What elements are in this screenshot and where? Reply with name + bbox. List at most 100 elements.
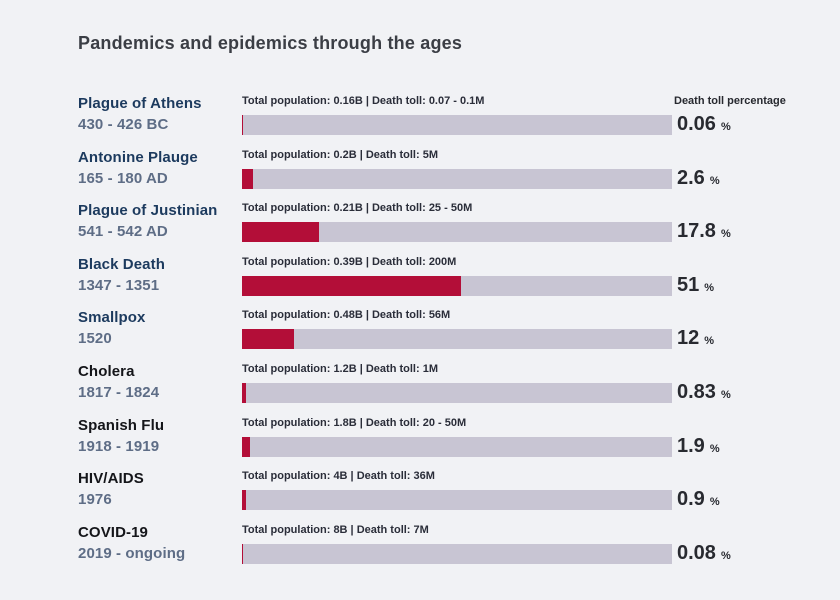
percent-sign: % — [709, 174, 720, 187]
pandemic-name-block: Smallpox 1520 — [78, 308, 242, 350]
pandemic-period: 1976 — [78, 491, 112, 509]
pandemic-name: Plague of Athens — [78, 95, 202, 112]
pandemic-period: 1520 — [78, 330, 112, 348]
bar-column: Total population: 0.21B | Death toll: 25… — [242, 201, 672, 243]
bar-column: Total population: 0.2B | Death toll: 5M — [242, 148, 672, 190]
bar-fill — [242, 490, 246, 511]
pct-number: 0.9 — [677, 488, 705, 511]
bar-label: Total population: 0.2B | Death toll: 5M — [242, 148, 438, 161]
bar-track — [242, 382, 672, 403]
pandemic-row: Smallpox 1520 Total population: 0.48B | De… — [78, 308, 790, 350]
bar-column: Total population: 0.16B | Death toll: 0.… — [242, 94, 672, 136]
bar-column: Total population: 1.2B | Death toll: 1M — [242, 362, 672, 404]
bar-track — [242, 490, 672, 511]
pandemic-name: Black Death — [78, 255, 165, 273]
pandemic-row: Antonine Plauge 165 - 180 AD Total populat… — [78, 148, 790, 190]
percent-sign: % — [704, 335, 715, 348]
bar-label: Total population: 4B | Death toll: 36M — [242, 470, 435, 483]
bar-fill — [242, 168, 254, 189]
pandemic-period: 430 - 426 BC — [78, 116, 169, 133]
chart-rows: Plague of Athens 430 - 426 BC Total popula… — [78, 94, 790, 565]
bar-label: Total population: 0.21B | Death toll: 25… — [242, 202, 473, 215]
pct-number: 51 — [677, 273, 700, 296]
pct-number: 0.06 — [677, 113, 716, 135]
pct-number: 0.83 — [677, 380, 716, 403]
bar-column: Total population: 4B | Death toll: 36M — [242, 469, 672, 511]
death-toll-percentage-value: 0.06% — [677, 113, 731, 136]
pandemic-name-block: Cholera 1817 - 1824 — [78, 362, 242, 404]
pandemic-period: 1347 - 1351 — [78, 276, 160, 294]
bar-label: Total population: 1.8B | Death toll: 20 … — [242, 416, 467, 429]
bar-track — [242, 543, 672, 564]
pandemic-row: Plague of Athens 430 - 426 BC Total popula… — [78, 94, 790, 136]
bar-column: Total population: 0.48B | Death toll: 56… — [242, 308, 672, 350]
percent-sign: % — [720, 228, 731, 241]
bar-column: Total population: 8B | Death toll: 7M — [242, 523, 672, 565]
pandemic-period: 165 - 180 AD — [78, 169, 168, 187]
pandemic-period: 2019 - ongoing — [78, 544, 186, 562]
bar-label: Total population: 0.39B | Death toll: 20… — [242, 255, 457, 268]
death-toll-percentage-header: Death toll percentage — [674, 95, 786, 107]
bar-column: Total population: 0.39B | Death toll: 20… — [242, 255, 672, 297]
chart-title: Pandemics and epidemics through the ages — [78, 33, 463, 53]
bar-fill — [242, 222, 319, 243]
pandemic-name-block: HIV/AIDS 1976 — [78, 469, 242, 511]
pandemic-name: HIV/AIDS — [78, 470, 144, 488]
death-toll-percentage-value: 1.9% — [677, 435, 720, 458]
death-toll-percentage-value: 0.83% — [677, 381, 731, 404]
pandemic-name: Cholera — [78, 362, 135, 380]
bar-track — [242, 329, 672, 350]
bar-fill — [242, 436, 251, 457]
death-toll-percentage-value: 0.9% — [677, 488, 720, 511]
percent-sign: % — [704, 281, 715, 294]
bar-track — [242, 222, 672, 243]
death-toll-percentage-value: 17.8% — [677, 220, 731, 243]
pandemic-period: 1817 - 1824 — [78, 383, 160, 401]
bar-column: Total population: 1.8B | Death toll: 20 … — [242, 416, 672, 458]
bar-fill — [242, 329, 294, 350]
pandemic-row: COVID-19 2019 - ongoing Total population: … — [78, 523, 790, 565]
pandemic-name-block: Plague of Justinian 541 - 542 AD — [78, 201, 242, 243]
bar-track — [242, 115, 672, 135]
pandemic-row: Black Death 1347 - 1351 Total population: … — [78, 255, 790, 297]
bar-track — [242, 436, 672, 457]
pandemic-name: Antonine Plauge — [78, 148, 198, 166]
bar-label: Total population: 8B | Death toll: 7M — [242, 523, 429, 536]
pandemic-name: Spanish Flu — [78, 416, 165, 434]
pandemic-name-block: Black Death 1347 - 1351 — [78, 255, 242, 297]
pandemic-name-block: Plague of Athens 430 - 426 BC — [78, 94, 242, 136]
pandemic-name: Plague of Justinian — [78, 202, 218, 220]
bar-track — [242, 275, 672, 296]
bar-label: Total population: 1.2B | Death toll: 1M — [242, 362, 438, 375]
bar-fill — [242, 382, 246, 403]
percent-sign: % — [720, 121, 731, 133]
percent-sign: % — [709, 442, 720, 455]
death-toll-percentage-value: 12% — [677, 327, 714, 350]
percent-sign: % — [709, 496, 720, 509]
bar-track — [242, 168, 672, 189]
pandemic-row: HIV/AIDS 1976 Total population: 4B | Death… — [78, 469, 790, 511]
pandemic-row: Cholera 1817 - 1824 Total population: 1.2B… — [78, 362, 790, 404]
pct-number: 0.08 — [677, 541, 716, 564]
pandemic-period: 1918 - 1919 — [78, 437, 160, 455]
pandemic-name-block: COVID-19 2019 - ongoing — [78, 523, 242, 565]
percent-sign: % — [720, 549, 731, 562]
pandemic-name-block: Spanish Flu 1918 - 1919 — [78, 416, 242, 458]
death-toll-percentage-value: 0.08% — [677, 542, 731, 565]
pandemic-row: Plague of Justinian 541 - 542 AD Total pop… — [78, 201, 790, 243]
pct-number: 2.6 — [677, 166, 705, 189]
bar-label: Total population: 0.48B | Death toll: 56… — [242, 309, 451, 322]
pct-number: 12 — [677, 327, 700, 350]
pandemic-period: 541 - 542 AD — [78, 223, 168, 241]
pct-number: 1.9 — [677, 434, 705, 457]
pandemic-name: Smallpox — [78, 309, 146, 327]
percent-sign: % — [720, 388, 731, 401]
death-toll-percentage-value: 51% — [677, 274, 714, 297]
pct-number: 17.8 — [677, 220, 716, 243]
bar-fill — [242, 275, 462, 296]
death-toll-percentage-value: 2.6% — [677, 167, 720, 190]
pandemic-row: Spanish Flu 1918 - 1919 Total population: … — [78, 416, 790, 458]
pandemic-name-block: Antonine Plauge 165 - 180 AD — [78, 148, 242, 190]
pandemic-name: COVID-19 — [78, 523, 148, 541]
